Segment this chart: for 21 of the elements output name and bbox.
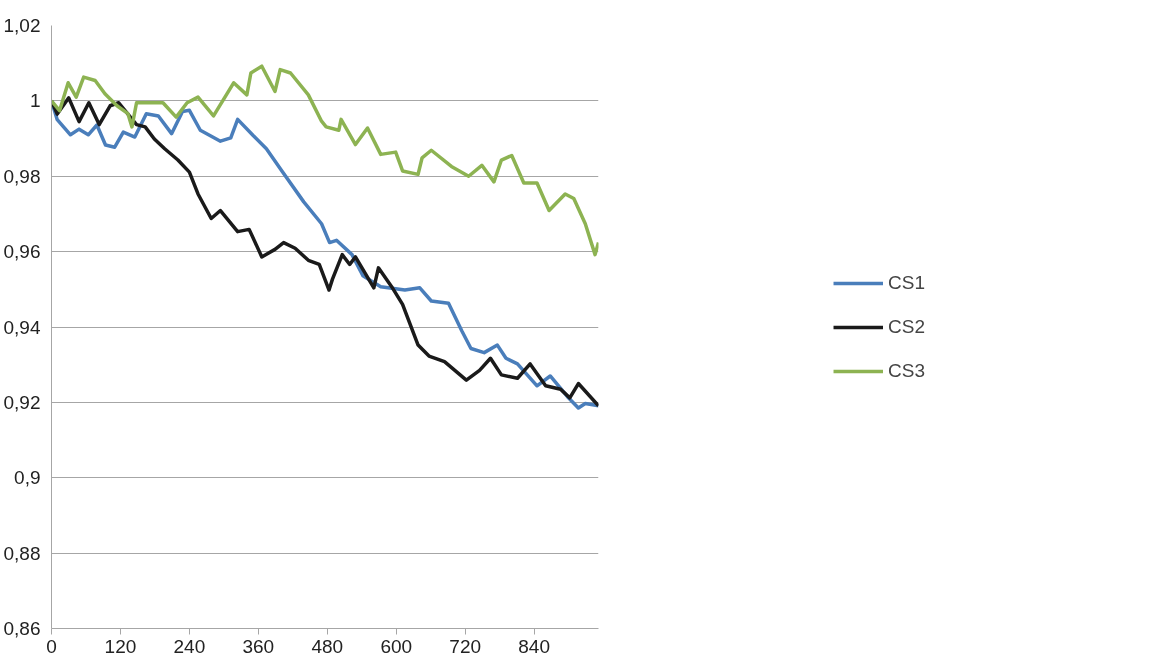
y-tick-label: 1,02 xyxy=(3,15,41,36)
legend-label: CS3 xyxy=(888,359,925,382)
y-tick-label: 0,94 xyxy=(3,316,41,338)
x-tick-label: 360 xyxy=(242,635,275,657)
y-tick-label: 0,9 xyxy=(14,467,41,489)
x-tick-label: 240 xyxy=(173,635,206,657)
legend-label: CS1 xyxy=(888,271,925,294)
x-tick-label: 720 xyxy=(449,635,482,657)
y-tick-label: 1 xyxy=(29,90,41,112)
y-tick-label: 0,88 xyxy=(3,542,41,564)
y-tick-label: 0,98 xyxy=(3,165,41,187)
x-tick-label: 120 xyxy=(104,635,137,657)
y-tick-label: 0,86 xyxy=(3,618,41,639)
x-tick-label: 480 xyxy=(311,635,344,657)
y-tick-label: 0,92 xyxy=(3,391,41,413)
x-tick-label: 0 xyxy=(46,635,57,657)
legend-label: CS2 xyxy=(888,315,925,338)
x-tick-label: 600 xyxy=(380,635,413,657)
y-tick-label: 0,96 xyxy=(3,241,41,263)
line-series xyxy=(51,64,599,257)
x-tick-label: 840 xyxy=(518,635,550,657)
